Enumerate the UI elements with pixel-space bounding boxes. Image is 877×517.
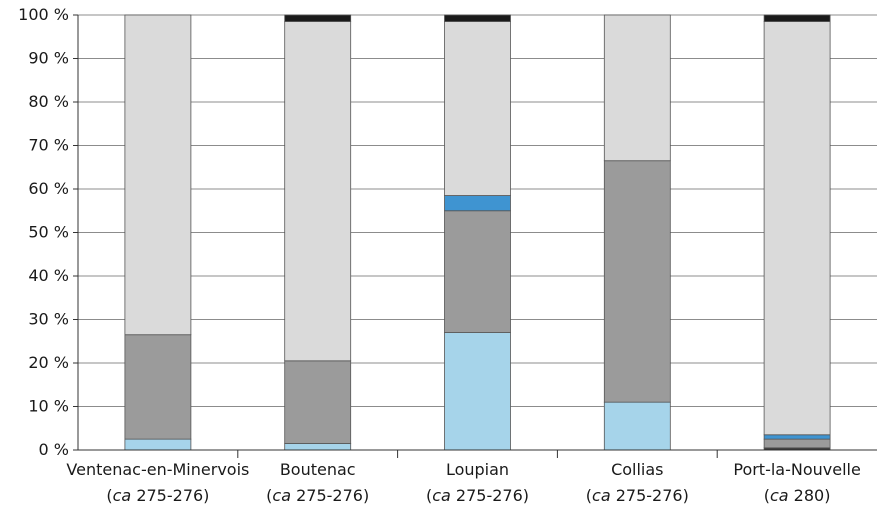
category-date-label: (ca 275-276) — [586, 486, 689, 505]
bar-segment — [444, 21, 511, 196]
bar-segment — [763, 438, 831, 449]
bar-segment — [284, 360, 352, 444]
bar-segment — [124, 334, 192, 440]
y-tick-label: 100 % — [18, 5, 69, 24]
bar-segment — [444, 14, 511, 22]
bar-segment — [284, 443, 352, 451]
date-value: 275-276 — [291, 486, 363, 505]
date-value: 275-276 — [131, 486, 203, 505]
date-open-paren: ( — [764, 486, 770, 505]
date-prefix: ca — [432, 486, 451, 505]
category-date-label: (ca 280) — [764, 486, 831, 505]
date-prefix: ca — [770, 486, 789, 505]
bar-segment — [603, 160, 671, 403]
bar-segment — [444, 332, 511, 451]
axes — [73, 14, 877, 458]
y-tick-label: 50 % — [28, 223, 69, 242]
date-prefix: ca — [592, 486, 611, 505]
date-open-paren: ( — [586, 486, 592, 505]
date-open-paren: ( — [106, 486, 112, 505]
y-tick-label: 40 % — [28, 266, 69, 285]
category-date-label: (ca 275-276) — [426, 486, 529, 505]
date-close-paren: ) — [203, 486, 209, 505]
date-close-paren: ) — [523, 486, 529, 505]
date-value: 275-276 — [611, 486, 683, 505]
category-label: Loupian — [446, 460, 509, 479]
date-value: 280 — [789, 486, 825, 505]
bar-segment — [763, 14, 831, 22]
y-tick-label: 60 % — [28, 179, 69, 198]
date-close-paren: ) — [683, 486, 689, 505]
category-label: Boutenac — [280, 460, 356, 479]
bar-segment — [284, 14, 352, 22]
bar-segment — [284, 21, 352, 362]
bar-segment — [603, 14, 671, 162]
date-open-paren: ( — [426, 486, 432, 505]
category-label: Ventenac-en-Minervois — [66, 460, 249, 479]
date-close-paren: ) — [824, 486, 830, 505]
bar-segment — [444, 210, 511, 333]
y-tick-label: 20 % — [28, 353, 69, 372]
y-tick-label: 80 % — [28, 92, 69, 111]
bar-segment — [603, 401, 671, 451]
category-date-label: (ca 275-276) — [106, 486, 209, 505]
bar-segment — [763, 21, 831, 436]
y-tick-label: 10 % — [28, 397, 69, 416]
date-open-paren: ( — [266, 486, 272, 505]
category-date-label: (ca 275-276) — [266, 486, 369, 505]
y-tick-label: 0 % — [39, 440, 69, 459]
bar-segment — [444, 195, 511, 212]
date-prefix: ca — [272, 486, 291, 505]
category-label: Collias — [611, 460, 663, 479]
y-tick-label: 90 % — [28, 49, 69, 68]
bar-segment — [124, 14, 192, 336]
y-tick-labels: 0 % 10 % 20 % 30 % 40 % 50 % 60 % 70 % 80 % 90 % 1… — [18, 5, 69, 459]
date-value: 275-276 — [451, 486, 523, 505]
category-label: Port-la-Nouvelle — [733, 460, 860, 479]
bar-segment — [124, 438, 192, 451]
date-close-paren: ) — [363, 486, 369, 505]
x-category-labels: Ventenac-en-Minervois(ca 275-276)Boutena… — [66, 460, 860, 505]
date-prefix: ca — [113, 486, 132, 505]
bar-stacks — [124, 14, 831, 451]
bar-segment — [763, 434, 831, 440]
y-tick-label: 30 % — [28, 310, 69, 329]
y-tick-label: 70 % — [28, 136, 69, 155]
